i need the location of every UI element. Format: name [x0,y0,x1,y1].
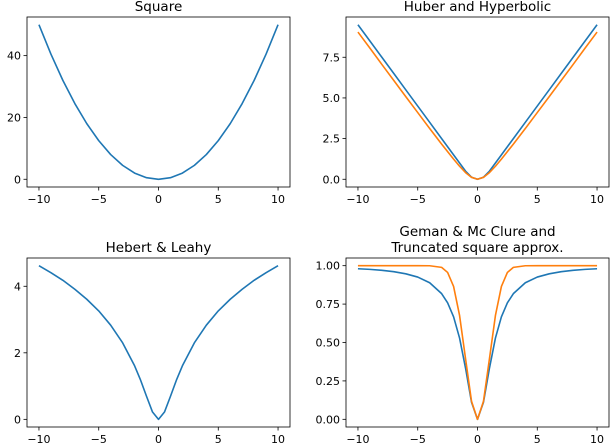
x-tick-label: −10 [346,193,369,206]
series-line-1 [357,267,598,421]
axes-frame [26,16,291,188]
axes-frame [345,16,610,188]
y-tick-label: 7.5 [323,51,341,64]
series-line-2 [357,264,598,421]
y-tick-label: 0.75 [316,298,341,311]
x-tick-label: −10 [346,433,369,446]
axes-frame [345,257,610,428]
series-line-1 [38,264,279,421]
y-tick-label: 0.25 [316,375,341,388]
x-tick-label: 5 [534,433,541,446]
x-tick-label: −5 [410,433,426,446]
subplot-title: Huber and Hyperbolic [404,0,551,15]
y-tick-label: 4 [14,280,21,293]
x-tick-label: −5 [91,193,107,206]
y-tick-label: 0.0 [323,173,341,186]
y-tick-label: 0 [14,173,21,186]
y-tick-label: 2 [14,347,21,360]
subplot-title: Hebert & Leahy [106,240,212,256]
subplot-title: Geman & Mc Clure and [399,224,555,240]
y-tick-label: 20 [7,111,21,124]
subplot-title: Square [135,0,183,15]
y-tick-label: 1.00 [316,260,341,273]
x-tick-label: 10 [271,433,285,446]
x-tick-label: 5 [215,193,222,206]
subplot-1: Square −10 −5 0 5 10 0 20 40 [7,0,291,206]
x-tick-label: 0 [155,193,162,206]
x-tick-label: 0 [155,433,162,446]
x-tick-label: 5 [215,433,222,446]
x-tick-label: −10 [27,433,50,446]
series-line-1 [38,24,279,181]
x-tick-label: 10 [590,193,604,206]
y-tick-label: 0.00 [316,413,341,426]
y-tick-label: 40 [7,50,21,63]
subplot-2: Huber and Hyperbolic −10 −5 0 5 10 0.0 2.5 5.0 7.… [323,0,610,206]
x-tick-label: 0 [474,193,481,206]
subplot-title: Truncated square approx. [390,240,563,256]
x-tick-label: 10 [271,193,285,206]
x-tick-label: 5 [534,193,541,206]
x-tick-label: −10 [27,193,50,206]
y-tick-label: 2.5 [323,133,341,146]
subplot-3: Hebert & Leahy −10 −5 0 5 10 0 2 4 [14,240,291,446]
y-tick-label: 5.0 [323,92,341,105]
y-tick-label: 0.50 [316,337,341,350]
y-tick-label: 0 [14,413,21,426]
x-tick-label: 0 [474,433,481,446]
x-tick-label: 10 [590,433,604,446]
x-tick-label: −5 [410,193,426,206]
series-line-2 [357,31,598,181]
series-line-1 [357,24,598,181]
x-tick-label: −5 [91,433,107,446]
